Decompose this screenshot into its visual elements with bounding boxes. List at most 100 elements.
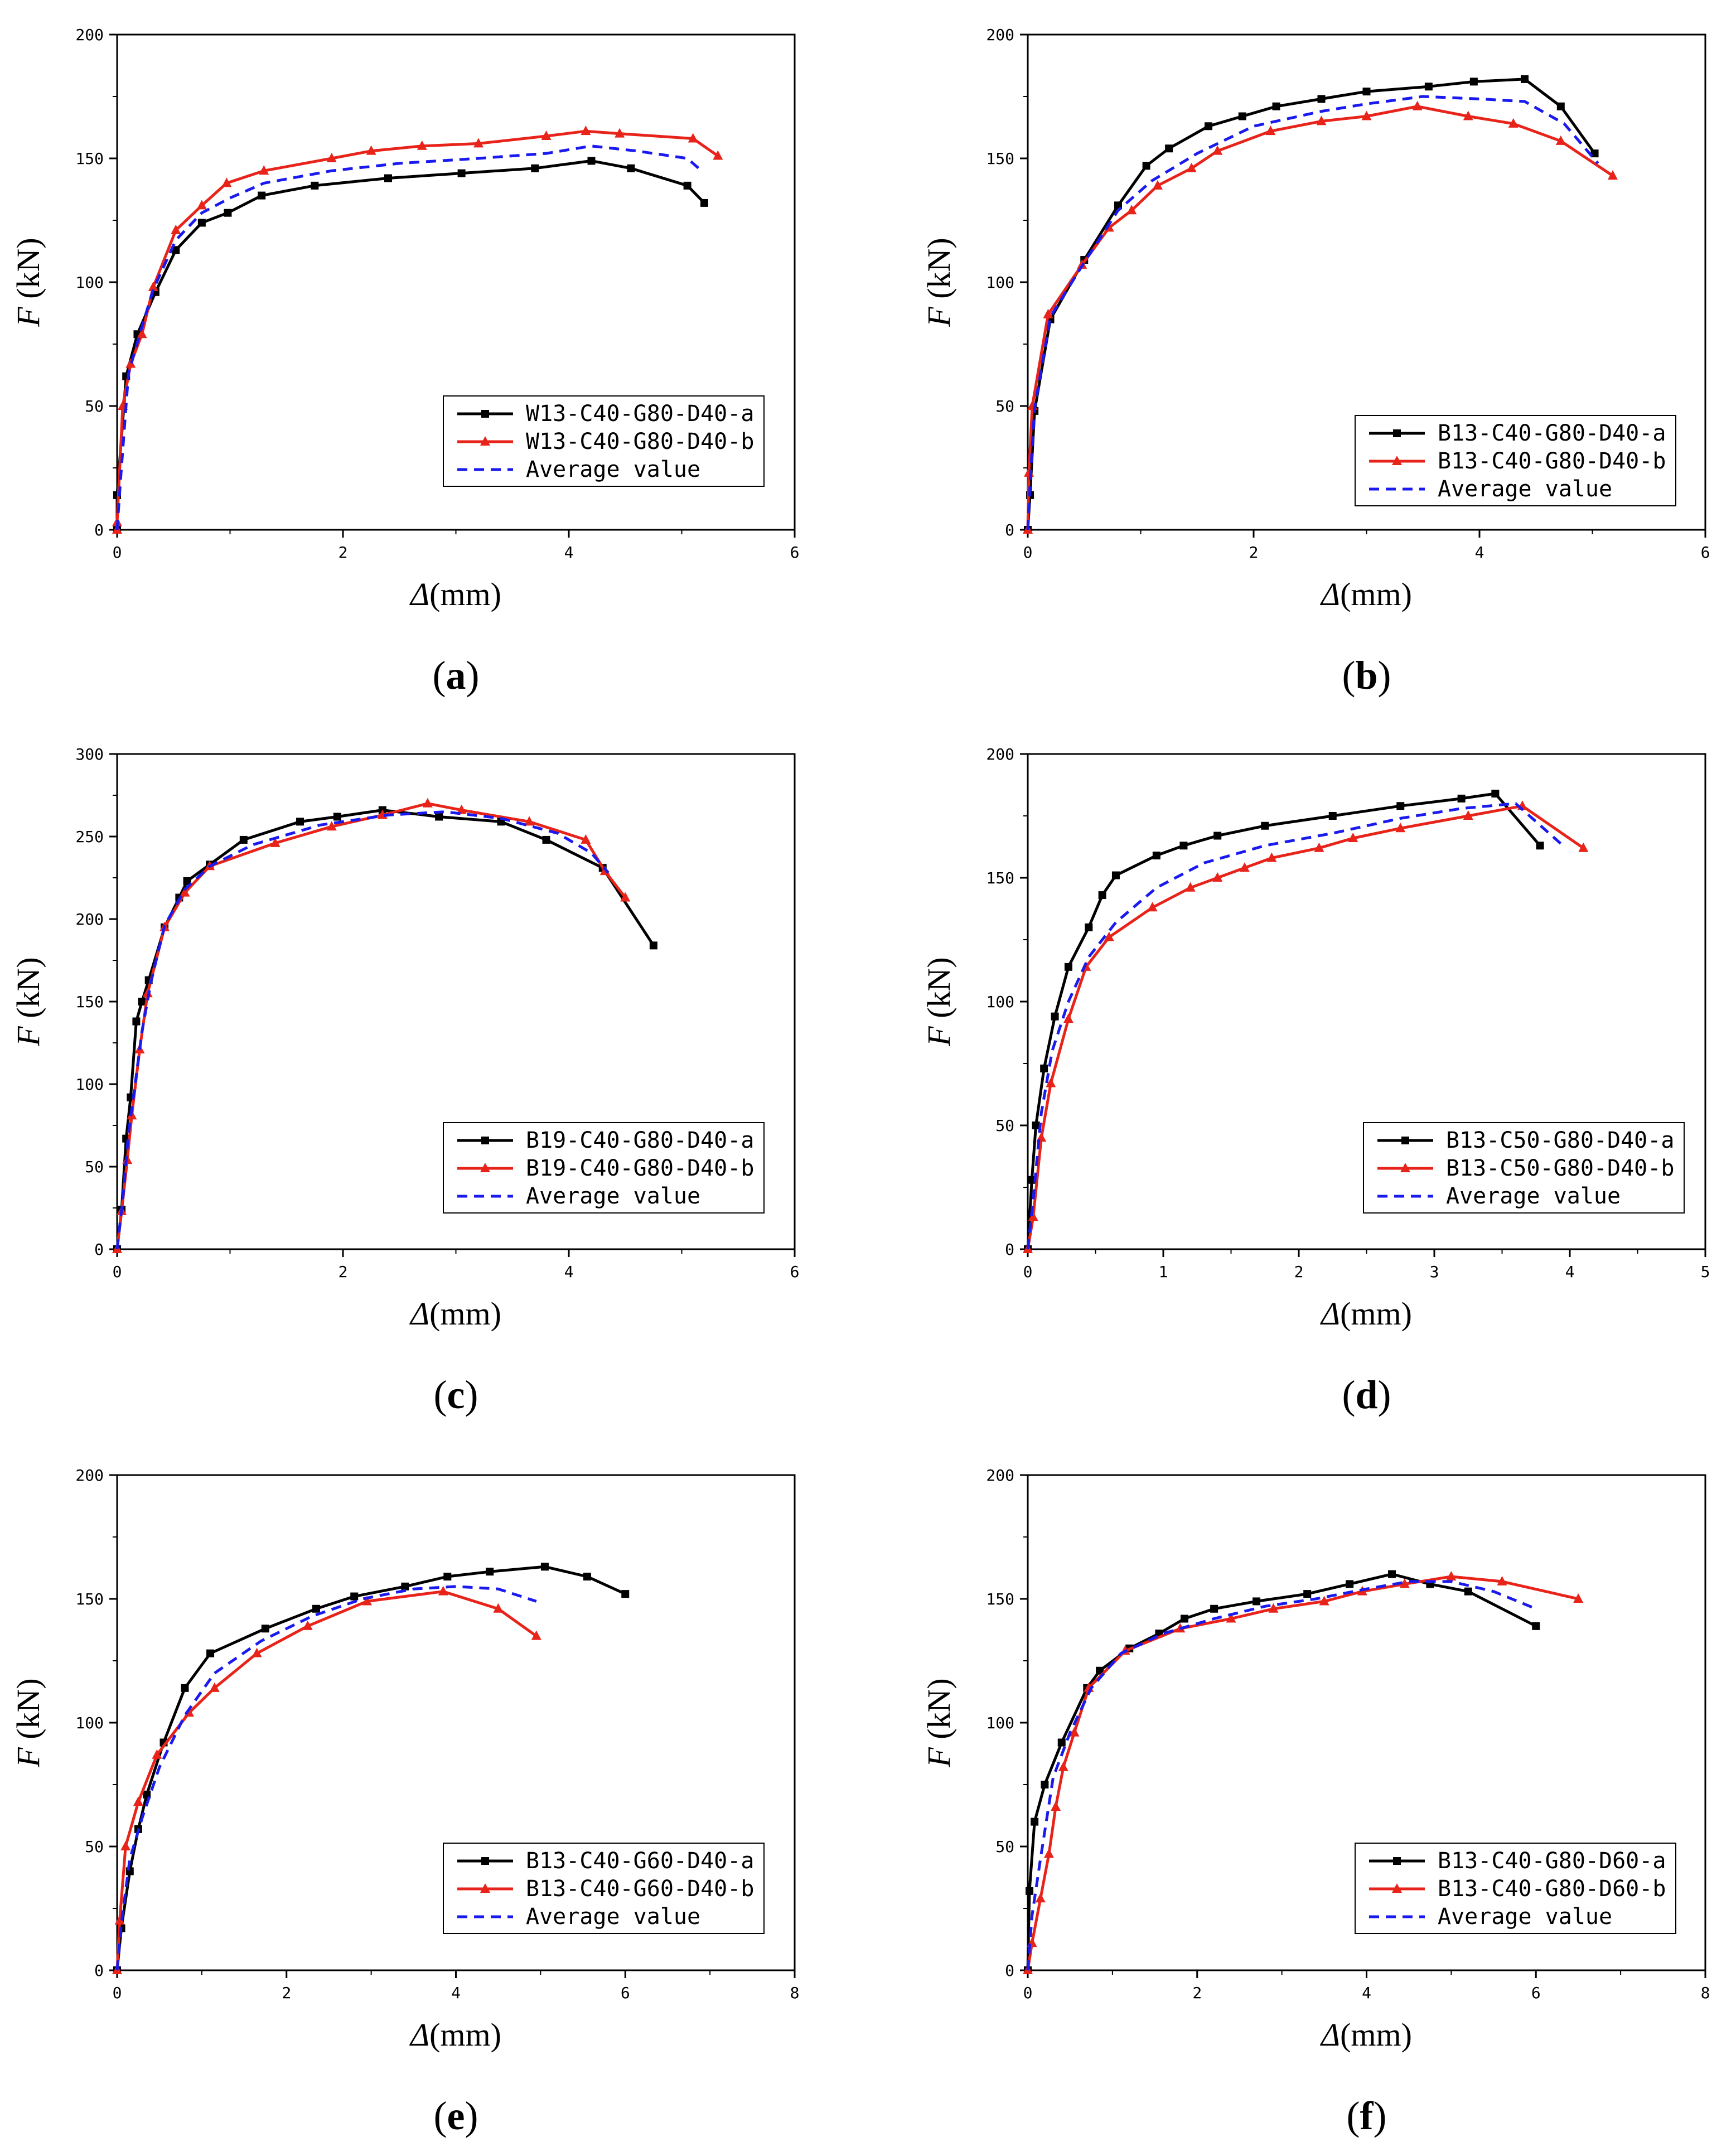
- legend-label: B13-C40-G80-D60-b: [1438, 1876, 1666, 1902]
- series-line: [1026, 95, 1599, 530]
- legend-marker: [1393, 1857, 1401, 1865]
- y-tick-label: 150: [986, 149, 1014, 168]
- legend-label: B13-C40-G80-D60-a: [1438, 1848, 1666, 1874]
- data-point: [171, 224, 181, 234]
- data-point: [270, 837, 281, 847]
- data-point: [1212, 145, 1223, 155]
- y-axis-title: F (kN): [10, 957, 46, 1046]
- legend-marker: [1400, 1163, 1410, 1172]
- data-point: [197, 219, 206, 227]
- x-tick-label: 4: [564, 543, 574, 562]
- y-tick-label: 150: [75, 1590, 104, 1608]
- panel-label-letter: c: [447, 1372, 465, 1417]
- data-point: [302, 1620, 313, 1630]
- data-point: [239, 835, 248, 844]
- data-point: [1556, 102, 1565, 110]
- panel-label-letter: d: [1355, 1372, 1377, 1417]
- legend-marker: [1392, 1883, 1402, 1893]
- legend-label: W13-C40-G80-D40-a: [526, 401, 754, 427]
- data-point: [1238, 112, 1246, 120]
- data-point: [615, 128, 625, 138]
- data-point: [206, 1649, 215, 1657]
- data-point: [1573, 1593, 1584, 1603]
- data-point: [148, 281, 158, 291]
- y-tick-label: 50: [995, 1116, 1014, 1135]
- data-point: [1362, 88, 1371, 96]
- data-point: [1578, 842, 1589, 852]
- data-point: [1261, 821, 1269, 830]
- legend-marker: [1392, 456, 1402, 465]
- panel-label: (f): [1347, 2094, 1387, 2138]
- legend-marker: [1401, 1137, 1409, 1144]
- data-point: [422, 797, 433, 808]
- data-point: [1463, 810, 1473, 820]
- y-axis-unit: (kN): [10, 957, 46, 1026]
- data-point: [261, 1625, 269, 1633]
- y-tick-label: 0: [1005, 1240, 1014, 1259]
- data-point: [224, 209, 232, 217]
- data-point: [627, 164, 635, 172]
- panel-label: (e): [434, 2094, 478, 2138]
- y-tick-label: 50: [85, 1838, 104, 1856]
- data-point: [1058, 1761, 1068, 1771]
- series-line: [1026, 1580, 1537, 1971]
- data-point: [1096, 1666, 1104, 1675]
- data-point: [1508, 118, 1519, 128]
- x-axis-unit: (mm): [1340, 2017, 1412, 2053]
- data-point: [1031, 1817, 1039, 1826]
- x-tick-label: 3: [1430, 1263, 1439, 1281]
- data-point: [1395, 823, 1406, 833]
- data-point: [1491, 790, 1500, 798]
- data-point: [362, 1596, 373, 1606]
- legend-label: B19-C40-G80-D40-b: [526, 1156, 754, 1181]
- data-point: [581, 834, 591, 844]
- data-point: [1032, 1121, 1040, 1129]
- y-axis-title: F (kN): [921, 957, 957, 1046]
- series-line: [1026, 792, 1541, 1250]
- data-point: [133, 1796, 143, 1806]
- data-point: [1272, 102, 1280, 110]
- data-point: [1126, 205, 1137, 215]
- series-B13-C40-G60-D40-b: [112, 1585, 541, 1974]
- y-tick-label: 250: [75, 828, 104, 846]
- legend: B19-C40-G80-D40-a B19-C40-G80-D40-bAverag…: [443, 1122, 765, 1214]
- y-tick-label: 50: [995, 397, 1014, 415]
- data-point: [1314, 842, 1324, 852]
- legend: B13-C40-G80-D40-aB13-C40-G80-D40-bAverag…: [1355, 415, 1676, 506]
- data-point: [1064, 963, 1072, 971]
- data-point: [172, 246, 180, 254]
- y-axis-symbol: F: [10, 307, 46, 327]
- data-point: [138, 998, 146, 1006]
- data-point: [1253, 1597, 1261, 1606]
- data-point: [181, 1684, 189, 1692]
- panel-label-open: (: [434, 1372, 447, 1417]
- x-axis-unit: (mm): [429, 1295, 501, 1332]
- data-point: [366, 145, 376, 155]
- data-point: [259, 165, 269, 175]
- y-tick-label: 0: [1005, 521, 1014, 539]
- chart-panel-a: 0 2 4 6 0 50 100 150 200 Δ(mm) F (kN) W13-C40-G80-D…: [10, 26, 799, 698]
- series-Average value: [1026, 1580, 1537, 1971]
- x-axis-title: Δ(mm): [1320, 2017, 1412, 2053]
- y-tick-label: 150: [986, 1590, 1014, 1608]
- data-point: [1063, 1013, 1073, 1023]
- data-point: [1607, 170, 1618, 180]
- data-point: [1396, 802, 1405, 810]
- data-point: [326, 821, 337, 831]
- chart-panel-c: 0 2 4 6 0 50 100 150 200 250 300 Δ(mm) F (kN) B19-C40…: [10, 745, 799, 1417]
- data-point: [1463, 110, 1473, 120]
- y-axis-unit: (kN): [921, 1678, 957, 1747]
- data-point: [1057, 1738, 1066, 1747]
- data-point: [1085, 923, 1093, 931]
- data-point: [401, 1582, 409, 1591]
- y-tick-label: 200: [75, 26, 104, 44]
- data-point: [1239, 862, 1250, 872]
- data-point: [541, 130, 552, 141]
- x-tick-label: 2: [282, 1984, 291, 2002]
- y-tick-label: 100: [986, 273, 1014, 292]
- data-point: [457, 169, 466, 177]
- x-tick-label: 4: [1565, 1263, 1575, 1281]
- x-tick-label: 4: [451, 1984, 461, 2002]
- y-axis-unit: (kN): [921, 957, 957, 1026]
- data-point: [587, 157, 596, 165]
